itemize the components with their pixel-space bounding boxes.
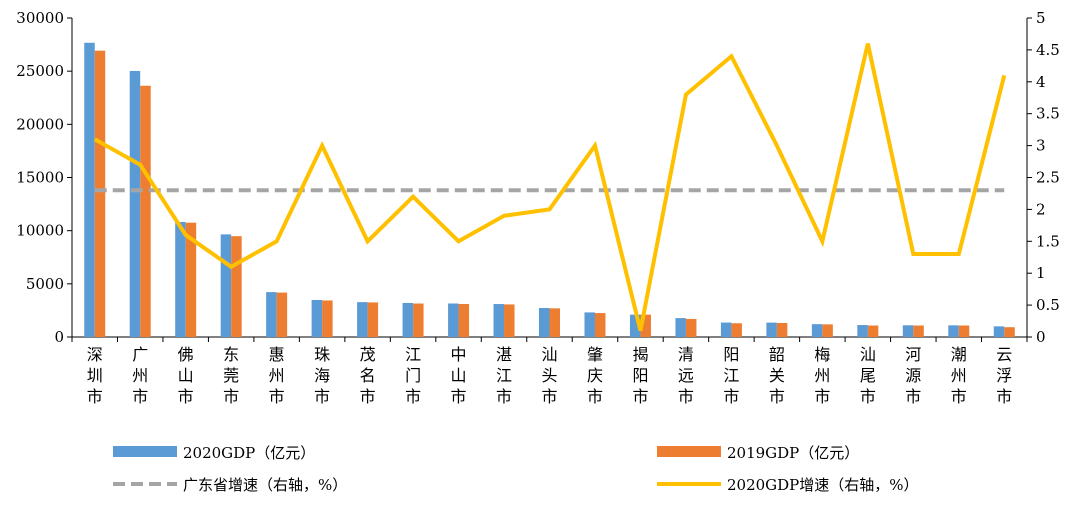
bar-2019 bbox=[958, 325, 970, 337]
bar-2020 bbox=[720, 322, 732, 337]
bar-2020 bbox=[357, 302, 368, 337]
bar-2019 bbox=[231, 236, 242, 337]
bar-2020 bbox=[129, 70, 141, 337]
category-label: 汕尾市 bbox=[860, 345, 876, 406]
bar-2019 bbox=[322, 300, 333, 337]
category-label: 深圳市 bbox=[87, 345, 103, 406]
bar-2020 bbox=[993, 326, 1005, 337]
category-label: 阳江市 bbox=[723, 345, 739, 406]
bar-2020 bbox=[902, 325, 914, 337]
left-tick-label: 20000 bbox=[16, 115, 64, 133]
category-label: 肇庆市 bbox=[587, 345, 603, 406]
right-tick-label: 2 bbox=[1036, 200, 1046, 218]
bar-2019 bbox=[1004, 327, 1015, 337]
category-label: 云浮市 bbox=[996, 345, 1012, 406]
category-label: 珠海市 bbox=[314, 345, 330, 406]
right-tick-label: 4.5 bbox=[1036, 41, 1060, 59]
bar-2019 bbox=[822, 324, 833, 337]
bar-2020 bbox=[948, 325, 959, 337]
category-label: 湛江市 bbox=[496, 345, 512, 406]
left-tick-label: 5000 bbox=[26, 275, 64, 293]
bar-2019 bbox=[867, 325, 879, 337]
legend-label: 2020GDP增速（右轴，%） bbox=[727, 476, 919, 494]
right-tick-label: 3.5 bbox=[1036, 105, 1060, 123]
bar-2020 bbox=[584, 312, 595, 337]
bar-2019 bbox=[504, 304, 515, 337]
right-tick-label: 1.5 bbox=[1036, 232, 1060, 250]
category-label: 潮州市 bbox=[951, 345, 967, 406]
bar-2019 bbox=[185, 222, 197, 337]
bar-2020 bbox=[493, 304, 505, 337]
bar-2020 bbox=[402, 302, 414, 337]
right-tick-label: 0.5 bbox=[1036, 296, 1060, 314]
bar-2020 bbox=[539, 307, 550, 337]
bar-2020 bbox=[857, 325, 868, 337]
right-tick-label: 3 bbox=[1036, 137, 1046, 155]
left-tick-label: 25000 bbox=[16, 62, 64, 80]
category-label: 揭阳市 bbox=[632, 345, 648, 406]
bar-2020 bbox=[220, 234, 232, 337]
bar-2019 bbox=[94, 50, 106, 337]
right-tick-label: 0 bbox=[1036, 328, 1046, 346]
bar-2019 bbox=[731, 323, 742, 337]
category-label: 东莞市 bbox=[223, 345, 239, 406]
bar-2020 bbox=[448, 303, 459, 337]
category-label: 广州市 bbox=[132, 345, 148, 406]
left-tick-label: 15000 bbox=[16, 169, 64, 187]
category-label: 中山市 bbox=[451, 345, 467, 406]
gdp-growth-line bbox=[93, 43, 1007, 332]
right-tick-label: 5 bbox=[1036, 9, 1046, 27]
bar-2019 bbox=[367, 302, 379, 337]
left-tick-label: 10000 bbox=[16, 222, 64, 240]
bar-2020 bbox=[811, 324, 823, 337]
bar-2020 bbox=[629, 314, 641, 337]
bar-2019 bbox=[413, 303, 424, 337]
bar-2019 bbox=[458, 304, 470, 337]
bar-2020 bbox=[675, 318, 686, 337]
bar-2019 bbox=[549, 308, 560, 337]
right-tick-label: 2.5 bbox=[1036, 169, 1060, 187]
bar-2019 bbox=[776, 322, 788, 337]
legend-label: 广东省增速（右轴，%） bbox=[183, 476, 347, 494]
legend-label: 2020GDP（亿元） bbox=[183, 444, 315, 462]
category-label: 茂名市 bbox=[360, 345, 376, 406]
left-tick-label: 30000 bbox=[16, 9, 64, 27]
bar-2020 bbox=[766, 322, 777, 337]
bar-2019 bbox=[594, 313, 606, 337]
category-label: 清远市 bbox=[678, 345, 694, 406]
bar-2019 bbox=[913, 325, 924, 337]
bar-2020 bbox=[175, 221, 186, 337]
bar-2020 bbox=[266, 292, 277, 337]
category-label: 河源市 bbox=[905, 345, 921, 406]
legend-label: 2019GDP（亿元） bbox=[727, 444, 859, 462]
bar-2019 bbox=[640, 314, 651, 337]
bar-2020 bbox=[311, 299, 323, 337]
category-label: 梅州市 bbox=[814, 345, 830, 406]
bar-2019 bbox=[685, 318, 697, 337]
bar-2019 bbox=[276, 292, 288, 337]
legend-swatch bbox=[657, 446, 721, 457]
bar-2019 bbox=[140, 85, 151, 337]
right-tick-label: 4 bbox=[1036, 73, 1046, 91]
bar-2020 bbox=[84, 42, 95, 337]
category-label: 佛山市 bbox=[178, 345, 194, 406]
category-label: 韶关市 bbox=[769, 345, 785, 406]
right-tick-label: 1 bbox=[1036, 264, 1046, 282]
category-label: 江门市 bbox=[405, 345, 421, 406]
left-tick-label: 0 bbox=[54, 328, 64, 346]
legend-swatch bbox=[113, 446, 177, 457]
category-label: 汕头市 bbox=[541, 345, 557, 406]
category-label: 惠州市 bbox=[269, 345, 285, 406]
